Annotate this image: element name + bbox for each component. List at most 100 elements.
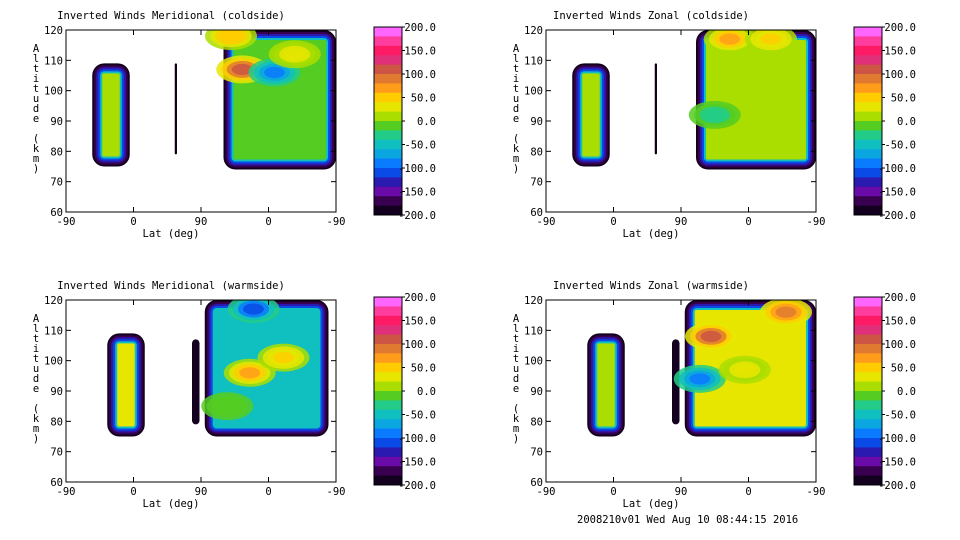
y-tick-label: 110 bbox=[524, 55, 543, 67]
colorbar-swatch bbox=[854, 372, 882, 383]
data-region-fill bbox=[117, 343, 135, 427]
data-feature bbox=[718, 64, 771, 93]
y-axis-label-char: t bbox=[513, 63, 519, 75]
colorbar: 200.0 150.0 100.0 50.0 0.0 -50.0 -100.0 -150.0 -… bbox=[853, 22, 916, 222]
colorbar-swatch bbox=[854, 456, 882, 467]
data-region-fill bbox=[174, 63, 177, 155]
y-axis-label-char: ) bbox=[513, 163, 519, 175]
data-region bbox=[92, 63, 130, 167]
colorbar-swatch bbox=[374, 344, 402, 354]
colorbar-label: 100.0 bbox=[884, 69, 916, 81]
y-tick-label: 120 bbox=[44, 295, 63, 307]
colorbar-label: 0.0 bbox=[417, 386, 436, 398]
colorbar-swatch bbox=[374, 428, 402, 439]
data-region bbox=[572, 63, 610, 167]
y-tick-label: 100 bbox=[524, 356, 543, 368]
plot-area bbox=[107, 300, 329, 437]
x-axis-label: Lat (deg) bbox=[623, 228, 680, 240]
colorbar-swatch bbox=[854, 466, 882, 477]
x-tick-label: -90 bbox=[807, 486, 826, 498]
data-feature-contour bbox=[264, 66, 285, 79]
colorbar-swatch bbox=[854, 325, 882, 336]
colorbar-swatch bbox=[374, 409, 402, 420]
y-axis-label-char: A bbox=[33, 313, 40, 325]
colorbar-label: 50.0 bbox=[411, 93, 436, 105]
colorbar-swatch bbox=[374, 102, 402, 113]
y-tick-label: 70 bbox=[50, 177, 63, 189]
x-tick-label: 90 bbox=[195, 486, 208, 498]
data-feature bbox=[688, 100, 741, 129]
x-tick-label: 90 bbox=[675, 216, 688, 228]
colorbar-swatch bbox=[374, 196, 402, 207]
colorbar-label: -150.0 bbox=[878, 457, 916, 469]
y-tick-label: 70 bbox=[530, 177, 543, 189]
colorbar-swatch bbox=[374, 121, 402, 131]
x-tick-label: 0 bbox=[130, 216, 136, 228]
y-tick-label: 60 bbox=[530, 207, 543, 219]
y-axis-label-char: t bbox=[33, 63, 39, 75]
colorbar-swatch bbox=[374, 447, 402, 458]
y-tick-label: 60 bbox=[530, 477, 543, 489]
colorbar-swatch bbox=[854, 186, 882, 197]
colorbar-swatch bbox=[374, 158, 402, 169]
y-tick-label: 120 bbox=[44, 25, 63, 37]
data-feature bbox=[227, 300, 280, 324]
colorbar-label: 0.0 bbox=[417, 116, 436, 128]
colorbar-swatch bbox=[374, 475, 402, 486]
colorbar-swatch bbox=[374, 297, 402, 307]
colorbar-swatch bbox=[854, 168, 882, 178]
y-tick-label: 70 bbox=[50, 447, 63, 459]
data-feature-contour bbox=[220, 30, 242, 42]
colorbar-swatch bbox=[854, 102, 882, 113]
y-axis-label-char: A bbox=[513, 43, 520, 55]
data-feature bbox=[257, 343, 310, 372]
y-axis-label-char: k bbox=[33, 143, 40, 155]
data-feature bbox=[673, 364, 726, 393]
y-axis-label-char: d bbox=[513, 373, 519, 385]
y-axis-label-char: ( bbox=[33, 133, 39, 145]
plot-area bbox=[572, 30, 816, 170]
y-axis-label-char: ) bbox=[33, 163, 39, 175]
plot-area bbox=[92, 30, 336, 170]
data-feature-contour bbox=[284, 48, 306, 60]
data-feature-contour bbox=[760, 33, 782, 45]
y-axis-label-char: e bbox=[513, 113, 519, 125]
colorbar-swatch bbox=[854, 334, 882, 345]
data-feature-contour bbox=[231, 63, 253, 76]
colorbar-swatch bbox=[854, 196, 882, 207]
colorbar-swatch bbox=[854, 315, 882, 326]
x-tick-label: 0 bbox=[265, 216, 271, 228]
y-tick-label: 60 bbox=[50, 207, 63, 219]
x-tick-label: -90 bbox=[807, 216, 826, 228]
colorbar-swatch bbox=[374, 334, 402, 345]
y-axis-label-char: ) bbox=[33, 433, 39, 445]
y-axis-label-char: k bbox=[513, 143, 520, 155]
chart-title: Inverted Winds Meridional (warmside) bbox=[57, 280, 285, 292]
colorbar-label: 50.0 bbox=[411, 363, 436, 375]
y-tick-label: 100 bbox=[44, 86, 63, 98]
colorbar-label: -150.0 bbox=[398, 457, 436, 469]
data-region bbox=[654, 63, 657, 155]
x-axis-label: Lat (deg) bbox=[623, 498, 680, 510]
y-tick-label: 60 bbox=[50, 477, 63, 489]
y-axis-label-char: e bbox=[33, 383, 39, 395]
data-region bbox=[107, 333, 145, 437]
colorbar-swatch bbox=[854, 121, 882, 131]
y-axis-label-char: u bbox=[33, 363, 39, 375]
colorbar-swatch bbox=[374, 139, 402, 150]
colorbar-label: -50.0 bbox=[884, 410, 916, 422]
colorbar-swatch bbox=[374, 315, 402, 326]
y-axis-label-char: k bbox=[513, 413, 520, 425]
colorbar-swatch bbox=[854, 27, 882, 37]
data-region-fill bbox=[706, 40, 806, 160]
colorbar-swatch bbox=[854, 149, 882, 160]
data-feature bbox=[268, 40, 321, 69]
data-feature-contour bbox=[734, 72, 756, 85]
data-region bbox=[192, 339, 200, 425]
colorbar-label: 100.0 bbox=[404, 69, 436, 81]
y-axis-label-char: i bbox=[513, 73, 519, 85]
data-feature bbox=[201, 392, 254, 421]
